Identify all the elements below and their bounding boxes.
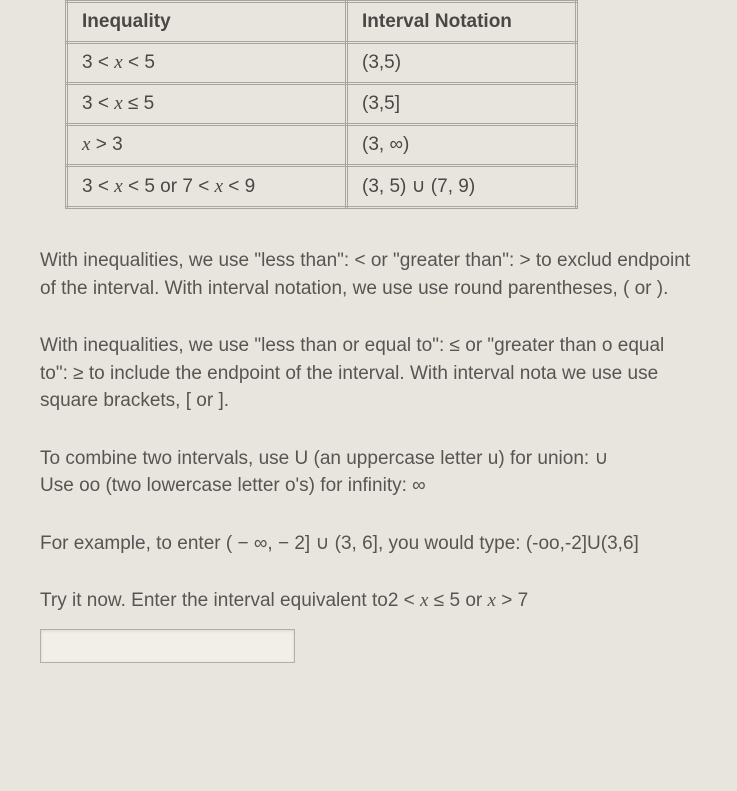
table-row: 3 < x < 5 (3,5) xyxy=(67,43,577,84)
infinity-symbol: ∞ xyxy=(412,475,426,496)
paragraph-example: For example, to enter ( − ∞, − 2] ∪ (3, … xyxy=(40,530,697,558)
header-interval-notation: Interval Notation xyxy=(347,2,577,43)
interval-examples-table: Inequality Interval Notation 3 < x < 5 (… xyxy=(65,0,578,209)
union-symbol: ∪ xyxy=(594,448,608,469)
prompt-text: Try it now. Enter the interval equivalen… xyxy=(40,587,388,615)
cell-interval: (3,5] xyxy=(347,84,577,125)
prompt-inequality: 2 < x ≤ 5 or x > 7 xyxy=(388,587,528,615)
answer-input[interactable] xyxy=(40,629,295,663)
text-infinity: Use oo (two lowercase letter o's) for in… xyxy=(40,475,412,496)
cell-inequality: 3 < x < 5 or 7 < x < 9 xyxy=(67,166,347,208)
table-row: x > 3 (3, ∞) xyxy=(67,125,577,166)
example-suffix: , you would type: (-oo,-2]U(3,6] xyxy=(378,533,639,554)
cell-inequality: 3 < x ≤ 5 xyxy=(67,84,347,125)
example-interval-math: ( − ∞, − 2] ∪ (3, 6] xyxy=(226,533,378,554)
content-container: Inequality Interval Notation 3 < x < 5 (… xyxy=(0,0,737,663)
cell-interval: (3, ∞) xyxy=(347,125,577,166)
cell-interval: (3, 5) ∪ (7, 9) xyxy=(347,166,577,208)
paragraph-exclude: With inequalities, we use "less than": <… xyxy=(40,247,697,302)
paragraph-include: With inequalities, we use "less than or … xyxy=(40,332,697,415)
paragraph-union-infinity: To combine two intervals, use U (an uppe… xyxy=(40,445,697,500)
example-prefix: For example, to enter xyxy=(40,533,226,554)
cell-interval: (3,5) xyxy=(347,43,577,84)
cell-inequality: 3 < x < 5 xyxy=(67,43,347,84)
table-row: 3 < x < 5 or 7 < x < 9 (3, 5) ∪ (7, 9) xyxy=(67,166,577,208)
header-inequality: Inequality xyxy=(67,2,347,43)
cell-inequality: x > 3 xyxy=(67,125,347,166)
table-header-row: Inequality Interval Notation xyxy=(67,2,577,43)
table-row: 3 < x ≤ 5 (3,5] xyxy=(67,84,577,125)
paragraph-prompt: Try it now. Enter the interval equivalen… xyxy=(40,587,697,615)
text-union: To combine two intervals, use U (an uppe… xyxy=(40,448,594,469)
